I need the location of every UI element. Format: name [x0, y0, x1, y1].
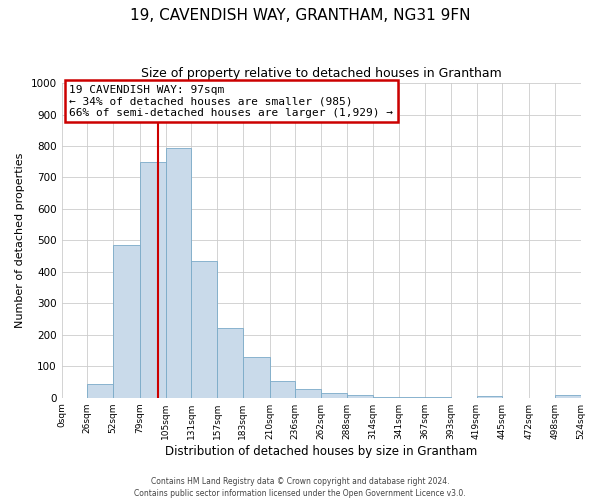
Bar: [87, 384, 113, 398]
Bar: [295, 389, 321, 398]
Bar: [555, 395, 581, 398]
Bar: [166, 148, 191, 398]
Text: 19, CAVENDISH WAY, GRANTHAM, NG31 9FN: 19, CAVENDISH WAY, GRANTHAM, NG31 9FN: [130, 8, 470, 22]
Text: Contains HM Land Registry data © Crown copyright and database right 2024.
Contai: Contains HM Land Registry data © Crown c…: [134, 476, 466, 498]
Bar: [243, 358, 269, 398]
Bar: [217, 328, 243, 398]
Bar: [140, 162, 166, 398]
Y-axis label: Number of detached properties: Number of detached properties: [15, 152, 25, 328]
Bar: [191, 261, 217, 398]
Title: Size of property relative to detached houses in Grantham: Size of property relative to detached ho…: [140, 68, 502, 80]
Bar: [321, 393, 347, 398]
Bar: [347, 395, 373, 398]
X-axis label: Distribution of detached houses by size in Grantham: Distribution of detached houses by size …: [165, 444, 477, 458]
Text: 19 CAVENDISH WAY: 97sqm
← 34% of detached houses are smaller (985)
66% of semi-d: 19 CAVENDISH WAY: 97sqm ← 34% of detache…: [70, 84, 394, 118]
Bar: [269, 382, 295, 398]
Bar: [113, 245, 140, 398]
Bar: [373, 397, 399, 398]
Bar: [476, 396, 502, 398]
Bar: [399, 397, 425, 398]
